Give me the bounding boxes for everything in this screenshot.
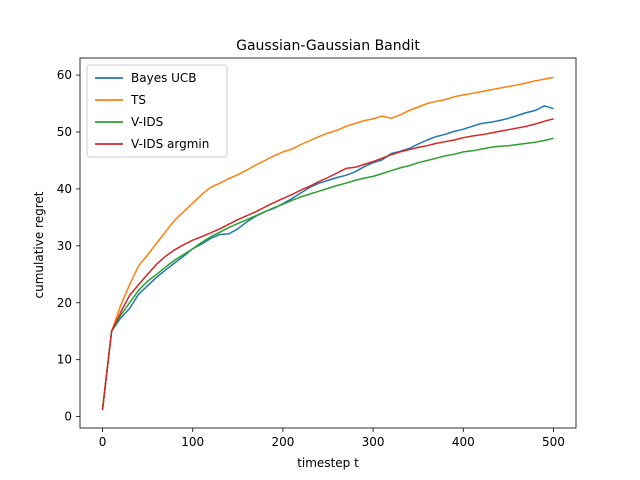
legend-box: [86, 64, 228, 158]
x-axis-label: timestep t: [297, 456, 359, 470]
y-tick-label: 0: [64, 410, 72, 424]
x-tick-label: 100: [181, 435, 204, 449]
y-tick-label: 60: [57, 68, 72, 82]
x-tick-label: 500: [542, 435, 565, 449]
series-line-0: [101, 105, 554, 410]
plot-area: 0 100 200 300 400 500 0 10 20 30 40 50 60: [57, 57, 577, 449]
x-tick-label: 400: [452, 435, 475, 449]
legend-label: TS: [130, 93, 146, 107]
x-tick-label: 300: [362, 435, 385, 449]
legend-label: Bayes UCB: [131, 71, 197, 85]
x-tick-label: 200: [271, 435, 294, 449]
legend-label: V-IDS: [131, 115, 163, 129]
y-tick-label: 40: [57, 182, 72, 196]
series-line-3: [101, 118, 554, 410]
chart-title: Gaussian-Gaussian Bandit: [236, 38, 420, 54]
y-tick-label: 10: [57, 353, 72, 367]
y-axis-label: cumulative regret: [32, 191, 46, 298]
x-tick-label: 0: [99, 435, 107, 449]
y-tick-label: 20: [57, 296, 72, 310]
axes-frame: [79, 57, 577, 429]
series-line-1: [101, 76, 554, 410]
y-tick-label: 50: [57, 125, 72, 139]
legend: Bayes UCB TS V-IDS V-IDS argmin: [86, 64, 228, 158]
series-line-2: [101, 137, 554, 410]
y-tick-label: 30: [57, 239, 72, 253]
legend-label: V-IDS argmin: [131, 137, 209, 151]
